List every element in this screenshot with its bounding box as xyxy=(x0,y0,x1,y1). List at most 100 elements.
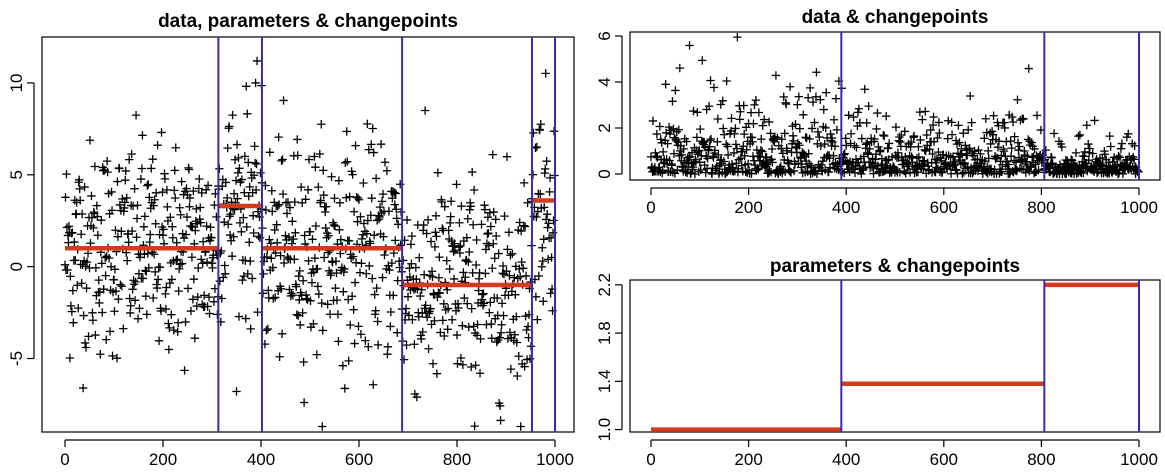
data-point xyxy=(773,133,782,142)
data-point xyxy=(492,231,501,241)
data-point xyxy=(430,242,440,252)
data-point xyxy=(363,216,373,225)
data-point xyxy=(492,337,501,347)
data-point xyxy=(718,96,727,106)
data-point xyxy=(698,56,707,65)
data-point xyxy=(268,263,277,272)
data-point xyxy=(462,233,471,242)
data-point xyxy=(785,82,795,91)
data-point xyxy=(81,343,91,352)
x-tick-label: 800 xyxy=(1027,450,1055,469)
data-point xyxy=(842,141,851,150)
data-point xyxy=(68,286,78,295)
data-point xyxy=(466,202,475,211)
data-point xyxy=(331,257,341,266)
y-tick-label: 1.4 xyxy=(595,370,614,394)
data-point xyxy=(440,202,449,211)
data-point xyxy=(709,153,718,162)
data-point xyxy=(175,203,184,212)
data-point xyxy=(345,320,355,330)
data-point xyxy=(519,178,529,188)
data-point xyxy=(471,260,481,270)
data-point xyxy=(130,296,140,305)
data-point xyxy=(351,141,360,150)
data-point xyxy=(494,249,503,258)
data-point xyxy=(240,152,250,161)
data-point xyxy=(98,308,107,317)
data-point xyxy=(87,213,97,222)
data-point xyxy=(731,124,740,133)
data-point xyxy=(288,291,298,300)
data-point xyxy=(469,185,479,195)
data-point xyxy=(170,186,179,195)
data-point xyxy=(452,330,462,340)
data-point xyxy=(159,225,168,234)
data-point xyxy=(131,110,141,120)
data-point xyxy=(152,283,162,293)
data-point xyxy=(220,261,229,270)
data-point xyxy=(138,274,148,283)
data-point xyxy=(379,232,388,241)
data-point xyxy=(335,198,345,208)
data-point xyxy=(113,232,123,241)
data-point xyxy=(62,169,71,179)
data-point xyxy=(857,169,866,179)
data-point xyxy=(993,142,1003,152)
data-point xyxy=(68,228,77,237)
data-point xyxy=(321,202,331,211)
data-point xyxy=(296,182,306,192)
data-point xyxy=(689,106,698,116)
data-point xyxy=(487,334,496,343)
data-point xyxy=(536,189,545,199)
data-point xyxy=(740,151,749,161)
data-point xyxy=(535,125,545,135)
data-point xyxy=(292,282,301,291)
data-point xyxy=(367,193,376,203)
data-point xyxy=(1100,150,1110,159)
data-point xyxy=(491,215,500,224)
data-point xyxy=(115,200,125,210)
data-point xyxy=(135,304,144,313)
data-point xyxy=(167,310,176,319)
data-point xyxy=(1057,142,1067,152)
data-point xyxy=(71,256,80,265)
data-point xyxy=(918,115,927,124)
data-point xyxy=(489,239,498,248)
data-point xyxy=(460,293,469,303)
data-point xyxy=(219,273,228,282)
data-point xyxy=(714,150,723,159)
data-point xyxy=(256,168,265,178)
data-point xyxy=(483,229,492,239)
data-point xyxy=(79,311,88,320)
data-point xyxy=(331,284,340,293)
data-point xyxy=(210,200,219,210)
data-point xyxy=(116,280,125,289)
x-tick-label: 400 xyxy=(247,450,275,469)
data-point xyxy=(294,311,303,320)
data-point xyxy=(145,193,154,202)
data-point xyxy=(727,114,736,123)
data-point xyxy=(426,237,436,246)
data-point xyxy=(198,237,208,246)
data-point xyxy=(345,236,354,246)
data-point xyxy=(350,278,360,287)
data-point xyxy=(97,215,106,225)
data-point xyxy=(62,223,72,232)
data-point xyxy=(967,118,976,127)
data-point xyxy=(173,327,182,336)
data-point xyxy=(512,338,521,347)
data-point xyxy=(464,322,473,332)
data-point xyxy=(1006,136,1015,146)
data-point xyxy=(97,259,106,268)
data-point xyxy=(740,129,749,139)
data-point xyxy=(681,167,690,177)
data-point xyxy=(377,197,387,206)
data-point xyxy=(348,252,358,261)
data-point xyxy=(805,83,815,93)
data-point xyxy=(199,291,209,300)
data-point xyxy=(464,257,473,267)
data-point xyxy=(782,146,792,155)
data-point xyxy=(549,216,558,225)
data-point xyxy=(365,261,374,271)
data-point xyxy=(165,323,174,333)
